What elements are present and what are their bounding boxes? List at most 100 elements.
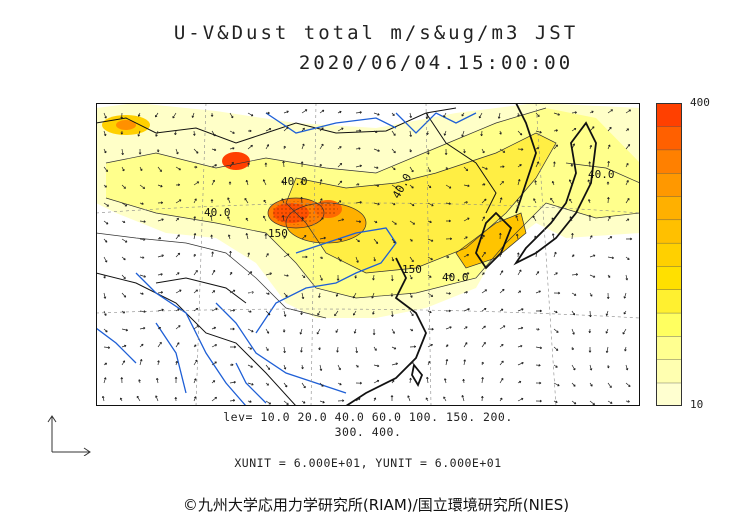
wind-vector [355, 238, 360, 243]
contour-label: 40.0 [281, 175, 308, 188]
wind-vector [175, 360, 178, 366]
wind-vector [103, 220, 109, 225]
wind-vector [553, 291, 561, 295]
wind-vector [283, 382, 288, 388]
wind-vector [391, 328, 395, 334]
wind-vector [553, 144, 559, 150]
wind-vector [229, 161, 234, 168]
wind-vector [588, 328, 592, 334]
wind-vector [373, 148, 380, 152]
wind-vector [499, 270, 504, 276]
wind-vector [139, 358, 143, 366]
wind-vector [139, 310, 146, 313]
wind-vector [245, 232, 249, 240]
wind-vector [535, 250, 538, 258]
wind-vector [607, 216, 611, 222]
wind-vector [373, 346, 377, 351]
wind-vector [316, 328, 321, 335]
wind-vector [371, 292, 375, 299]
wind-vector [391, 256, 395, 262]
reference-vector-arrow-icon [47, 415, 91, 456]
wind-vector [157, 341, 162, 348]
wind-vector [517, 148, 524, 151]
wind-vector [551, 233, 555, 240]
wind-vector [391, 148, 396, 154]
wind-vector [103, 346, 111, 349]
wind-vector [499, 377, 504, 384]
contour-label: 40.0 [442, 271, 469, 284]
wind-vector [623, 292, 627, 299]
wind-vector [319, 109, 325, 114]
wind-vector [247, 271, 253, 276]
wind-vector [427, 292, 434, 297]
wind-vector [265, 292, 270, 295]
wind-vector [445, 219, 451, 223]
wind-vector [461, 112, 465, 117]
wind-vector [425, 112, 429, 120]
wind-vector [265, 382, 270, 386]
wind-vector [517, 361, 524, 366]
wind-vector [497, 112, 501, 119]
wind-vector [444, 148, 448, 156]
wind-vector [121, 274, 126, 280]
wind-vector [101, 395, 105, 402]
wind-vector [517, 130, 523, 136]
wind-vector [427, 202, 434, 207]
contour-lines [96, 107, 640, 319]
wind-vector [553, 161, 556, 168]
wind-vector [535, 112, 540, 118]
wind-vector [211, 396, 218, 402]
wind-vector [589, 382, 593, 387]
wind-vector [535, 309, 542, 313]
wind-vector [211, 380, 216, 384]
wind-vector [480, 130, 483, 137]
wind-vector [427, 360, 431, 366]
wind-vector [607, 256, 615, 260]
wind-vector [283, 292, 288, 298]
colorbar-cell [656, 382, 682, 406]
wind-vector [337, 256, 342, 262]
wind-vector [193, 148, 199, 154]
wind-vector [481, 325, 486, 330]
wind-vector [157, 218, 164, 222]
wind-vector [355, 111, 362, 114]
map-frame [96, 103, 640, 406]
wind-vector [319, 198, 323, 204]
wind-vector [605, 346, 609, 354]
wind-vector [247, 112, 254, 117]
wind-vector [335, 292, 339, 297]
wind-vector [445, 202, 451, 205]
wind-vector [517, 112, 520, 117]
wind-vector [625, 237, 633, 241]
wind-vector [625, 162, 629, 168]
wind-vector [103, 148, 107, 154]
wind-vector [103, 130, 107, 137]
wind-vector [193, 359, 198, 366]
wind-vector [391, 130, 396, 136]
wind-vector [155, 112, 159, 118]
wind-vector [353, 310, 357, 316]
wind-vector [319, 382, 324, 387]
contour-label: 150 [402, 263, 422, 276]
wind-vector [588, 346, 592, 353]
wind-vector [443, 396, 447, 402]
wind-vector [193, 378, 197, 384]
wind-vector [409, 112, 413, 119]
wind-vector [535, 161, 540, 168]
wind-vector [355, 147, 361, 150]
colorbar-cell [656, 335, 682, 360]
wind-vector [589, 110, 594, 114]
wind-vector [138, 379, 141, 384]
colorbar-cell [656, 242, 682, 267]
wind-vector [373, 364, 380, 368]
wind-vector [553, 364, 558, 368]
wind-vector [481, 166, 488, 170]
wind-vector [373, 184, 380, 187]
wind-vector [103, 238, 108, 243]
wind-vector [481, 289, 488, 294]
wind-vector [175, 199, 182, 204]
wind-vector [156, 148, 160, 153]
wind-vector [301, 382, 306, 389]
wind-vector [319, 127, 324, 132]
wind-vector [607, 197, 610, 204]
